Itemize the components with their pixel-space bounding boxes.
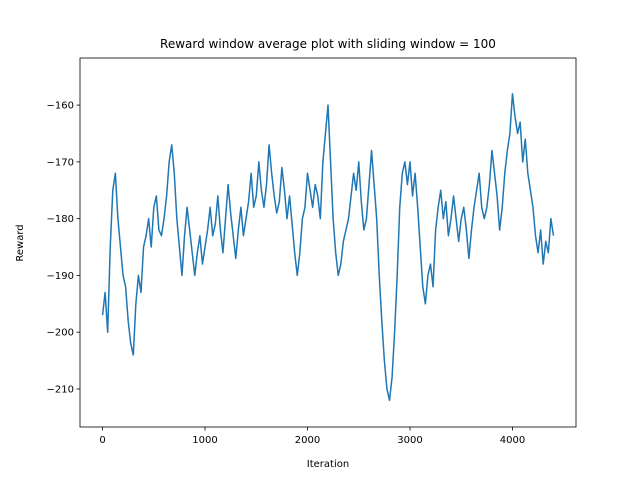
chart-title: Reward window average plot with sliding … <box>160 37 496 51</box>
y-tick-label: −190 <box>47 271 74 282</box>
x-axis-label: Iteration <box>307 459 349 470</box>
y-tick-label: −170 <box>47 157 74 168</box>
x-tick-label: 3000 <box>397 435 422 446</box>
data-line <box>101 93 555 402</box>
x-tick-label: 1000 <box>192 435 217 446</box>
y-tick-label: −200 <box>47 328 74 339</box>
y-axis-label: Reward <box>15 224 26 261</box>
x-tick-label: 2000 <box>295 435 320 446</box>
x-tick-label: 4000 <box>500 435 525 446</box>
plot-frame <box>79 57 577 428</box>
y-tick-label: −210 <box>47 384 74 395</box>
x-tick-label: 0 <box>99 435 105 446</box>
y-tick-label: −160 <box>47 101 74 112</box>
y-tick-label: −180 <box>47 214 74 225</box>
